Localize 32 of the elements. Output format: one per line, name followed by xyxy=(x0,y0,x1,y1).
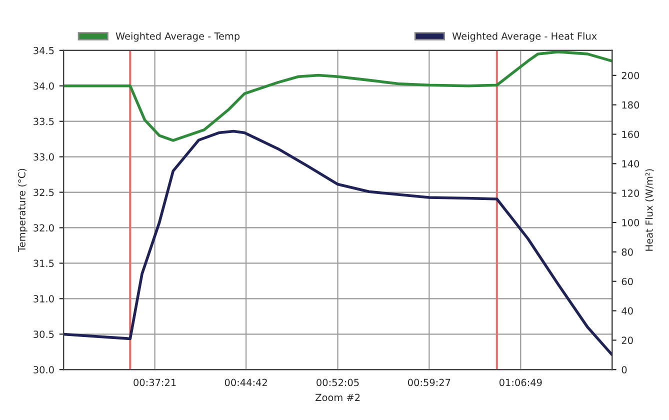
legend-label: Weighted Average - Heat Flux xyxy=(452,32,597,42)
y2-axis-title: Heat Flux (W/m²) xyxy=(645,169,654,251)
y-axis-title: Temperature (°C) xyxy=(18,168,28,252)
y-tick-label: 31.0 xyxy=(34,295,54,302)
x-tick-label: 01:06:49 xyxy=(499,378,542,386)
y-tick-label: 33.0 xyxy=(34,153,54,161)
y2-tick-label: 100 xyxy=(622,218,640,226)
y2-tick-label: 200 xyxy=(622,72,640,80)
y2-tick-label: 80 xyxy=(622,248,633,256)
x-tick-label: 00:52:05 xyxy=(316,378,359,386)
y-tick-label: 30.0 xyxy=(34,366,54,374)
x-tick-label: 00:37:21 xyxy=(134,378,176,386)
y2-tick-label: 40 xyxy=(622,307,633,315)
y-tick-label: 34.0 xyxy=(34,82,54,90)
x-axis-title: Zoom #2 xyxy=(316,394,360,402)
y2-tick-label: 160 xyxy=(622,130,640,138)
y2-tick-label: 120 xyxy=(622,190,640,197)
y2-tick-label: 20 xyxy=(622,336,633,344)
y-tick-label: 32.5 xyxy=(34,188,54,196)
x-tick-label: 00:59:27 xyxy=(408,378,450,386)
y-tick-label: 32.0 xyxy=(34,224,54,232)
y2-tick-label: 60 xyxy=(622,278,633,286)
x-tick-label: 00:44:42 xyxy=(224,378,267,386)
legend-label: Weighted Average - Temp xyxy=(116,32,240,42)
y-tick-label: 34.5 xyxy=(34,46,54,54)
y-tick-label: 33.5 xyxy=(34,118,54,126)
line-series xyxy=(64,130,612,356)
y-tick-label: 30.5 xyxy=(34,330,54,338)
y2-tick-label: 0 xyxy=(622,366,627,374)
y-tick-label: 31.5 xyxy=(34,260,54,268)
y2-tick-label: 140 xyxy=(622,160,640,168)
y2-tick-label: 180 xyxy=(622,101,640,109)
